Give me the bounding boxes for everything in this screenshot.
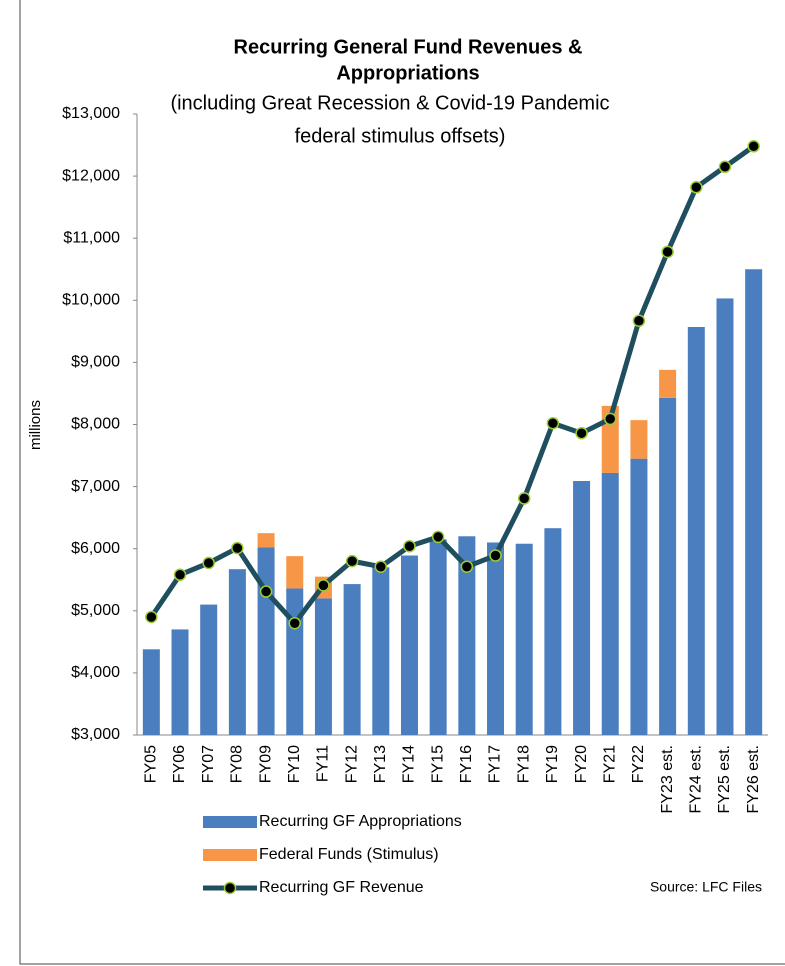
- x-tick-label: FY16: [458, 745, 475, 783]
- y-tick-label: $8,000: [71, 416, 120, 433]
- line-marker: [546, 417, 560, 430]
- x-tick-label: FY12: [343, 745, 360, 783]
- x-tick-label: FY23 est.: [659, 745, 676, 813]
- line-marker: [431, 530, 445, 544]
- bar: [544, 528, 562, 735]
- x-tick-label: FY26 est.: [745, 745, 762, 813]
- line-marker: [288, 616, 301, 630]
- chart-subtitle: (including Great Recession & Covid-19 Pa…: [170, 92, 609, 114]
- chart-subtitle: federal stimulus offsets): [295, 125, 506, 147]
- line-marker: [345, 554, 359, 568]
- y-tick-label: $7,000: [71, 478, 120, 495]
- line-marker: [718, 160, 732, 174]
- bar: [171, 629, 189, 735]
- x-tick-label: FY07: [200, 745, 217, 783]
- line-marker: [259, 585, 273, 598]
- x-tick-label: FY24 est.: [688, 745, 705, 813]
- bar: [716, 298, 734, 735]
- bar: [286, 556, 304, 589]
- source: Source: LFC Files: [650, 879, 762, 895]
- bar: [142, 649, 160, 735]
- bar: [343, 584, 361, 735]
- bar: [630, 420, 648, 459]
- x-tick-label: FY15: [429, 745, 446, 783]
- bar: [314, 598, 332, 735]
- line-marker: [145, 610, 158, 624]
- bar: [286, 588, 304, 735]
- y-tick-label: $4,000: [71, 664, 120, 681]
- line-marker: [575, 426, 588, 440]
- x-tick-label: FY08: [229, 745, 246, 783]
- x-tick-label: FY18: [515, 745, 532, 783]
- line-marker: [489, 549, 502, 562]
- x-tick-label: FY25 est.: [716, 745, 733, 813]
- y-tick-label: $11,000: [63, 229, 120, 246]
- line-marker: [517, 492, 531, 505]
- bar: [200, 604, 218, 735]
- legend-swatch: [203, 849, 257, 861]
- y-tick-label: $10,000: [62, 292, 120, 309]
- y-tick-label: $5,000: [71, 602, 120, 619]
- frame: [19, 0, 785, 965]
- x-tick-label: FY11: [315, 745, 332, 782]
- bar: [458, 536, 476, 735]
- bar: [745, 269, 763, 735]
- x-tick-label: FY10: [286, 745, 303, 783]
- bar: [659, 397, 677, 735]
- line-marker: [231, 541, 244, 555]
- line-marker: [173, 568, 187, 582]
- bar: [257, 547, 275, 735]
- legend-label: Recurring GF Appropriations: [259, 813, 462, 830]
- bar: [659, 369, 677, 398]
- x-tick-label: FY14: [401, 745, 418, 783]
- y-tick-label: $6,000: [71, 540, 120, 557]
- bar: [687, 327, 705, 735]
- legend-swatch: [203, 816, 257, 828]
- x-tick-label: FY05: [143, 745, 160, 783]
- x-tick-label: FY22: [630, 745, 647, 783]
- bar: [601, 472, 619, 735]
- line-marker: [403, 539, 416, 553]
- line-marker: [604, 412, 617, 426]
- chart-title: Recurring General Fund Revenues &: [234, 36, 583, 58]
- legend-swatch: [223, 881, 237, 895]
- x-tick-label: FY06: [171, 745, 188, 783]
- x-tick-label: FY19: [544, 745, 561, 783]
- chart-title: Appropriations: [336, 62, 479, 84]
- bar: [228, 569, 246, 735]
- x-tick-label: FY21: [601, 745, 618, 783]
- line-marker: [747, 140, 760, 153]
- y-axis-label: millions: [27, 400, 44, 450]
- line: [149, 144, 756, 628]
- line-marker: [317, 579, 330, 592]
- line-marker: [460, 560, 474, 573]
- bar: [400, 555, 418, 735]
- y-tick-label: $12,000: [62, 167, 120, 184]
- bar: [515, 543, 533, 735]
- y-tick-label: $3,000: [71, 726, 120, 743]
- legend-label: Federal Funds (Stimulus): [259, 846, 439, 863]
- x-tick-label: FY13: [372, 745, 389, 783]
- bar: [372, 567, 390, 735]
- x-tick-label: FY20: [573, 745, 590, 783]
- bar: [487, 542, 505, 735]
- line-marker: [202, 556, 215, 570]
- x-tick-label: FY17: [487, 745, 504, 783]
- line-marker: [632, 314, 646, 328]
- bar: [630, 458, 648, 735]
- line-marker: [661, 245, 674, 259]
- line-marker: [690, 181, 703, 194]
- bar: [573, 481, 591, 735]
- bar: [429, 539, 447, 735]
- x-tick-label: FY09: [257, 745, 274, 783]
- bar: [257, 533, 275, 548]
- y-tick-label: $13,000: [62, 105, 120, 122]
- line-marker: [374, 560, 388, 573]
- y-tick-label: $9,000: [71, 354, 120, 371]
- legend-label: Recurring GF Revenue: [259, 879, 424, 896]
